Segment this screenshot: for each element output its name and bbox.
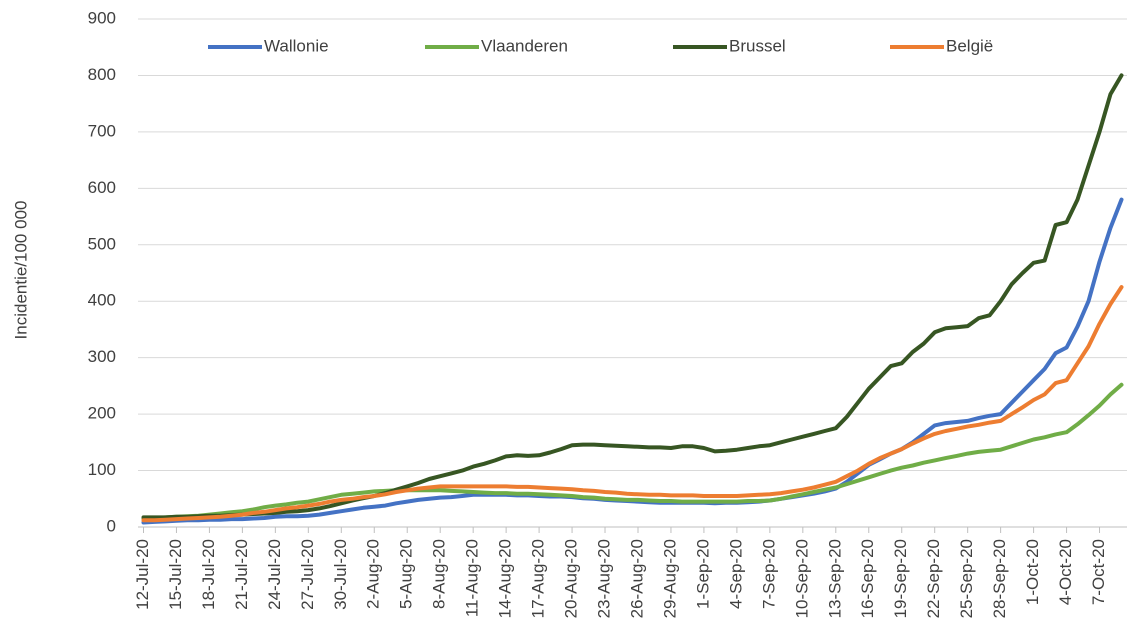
legend-label: Wallonie xyxy=(264,36,329,55)
x-tick-label: 20-Aug-20 xyxy=(562,539,581,618)
x-tick-label: 22-Sep-20 xyxy=(924,539,943,618)
x-tick-label: 30-Jul-20 xyxy=(331,539,350,610)
x-tick-label: 28-Sep-20 xyxy=(990,539,1009,618)
legend-label: Brussel xyxy=(729,36,786,55)
legend-label: België xyxy=(946,36,993,55)
y-axis-label: Incidentie/100 000 xyxy=(11,201,30,340)
y-tick-label: 900 xyxy=(88,8,116,27)
x-tick-label: 1-Sep-20 xyxy=(693,539,712,609)
y-tick-label: 800 xyxy=(88,65,116,84)
x-tick-label: 4-Oct-20 xyxy=(1056,539,1075,605)
legend-label: Vlaanderen xyxy=(481,36,568,55)
x-tick-label: 15-Jul-20 xyxy=(166,539,185,610)
y-tick-label: 100 xyxy=(88,460,116,479)
y-tick-label: 500 xyxy=(88,234,116,253)
y-tick-label: 400 xyxy=(88,291,116,310)
x-tick-label: 1-Oct-20 xyxy=(1023,539,1042,605)
line-series xyxy=(141,382,1124,521)
y-tick-label: 600 xyxy=(88,178,116,197)
line-series xyxy=(141,285,1124,523)
y-tick-label: 300 xyxy=(88,347,116,366)
y-tick-label: 0 xyxy=(107,516,116,535)
line-series xyxy=(141,197,1124,525)
x-tick-label: 11-Aug-20 xyxy=(463,539,482,617)
y-tick-label: 200 xyxy=(88,404,116,423)
line-series xyxy=(141,73,1124,520)
x-tick-label: 26-Aug-20 xyxy=(627,539,646,618)
x-tick-label: 19-Sep-20 xyxy=(891,539,910,618)
x-tick-label: 14-Aug-20 xyxy=(496,539,515,618)
x-tick-label: 7-Oct-20 xyxy=(1089,539,1108,605)
x-tick-label: 27-Jul-20 xyxy=(298,539,317,610)
x-tick-label: 23-Aug-20 xyxy=(595,539,614,618)
x-tick-label: 24-Jul-20 xyxy=(265,539,284,610)
x-tick-label: 18-Jul-20 xyxy=(199,539,218,610)
y-tick-label: 700 xyxy=(88,121,116,140)
x-tick-label: 16-Sep-20 xyxy=(858,539,877,618)
x-tick-label: 25-Sep-20 xyxy=(957,539,976,618)
x-tick-label: 8-Aug-20 xyxy=(430,539,449,609)
x-tick-label: 7-Sep-20 xyxy=(759,539,778,609)
x-tick-label: 17-Aug-20 xyxy=(529,539,548,618)
x-tick-label: 10-Sep-20 xyxy=(792,539,811,618)
x-tick-label: 5-Aug-20 xyxy=(397,539,416,609)
x-tick-label: 4-Sep-20 xyxy=(726,539,745,609)
x-tick-label: 29-Aug-20 xyxy=(660,539,679,618)
x-tick-label: 21-Jul-20 xyxy=(232,539,251,610)
x-tick-label: 13-Sep-20 xyxy=(825,539,844,618)
x-tick-label: 12-Jul-20 xyxy=(133,539,152,610)
x-tick-label: 2-Aug-20 xyxy=(364,539,383,609)
